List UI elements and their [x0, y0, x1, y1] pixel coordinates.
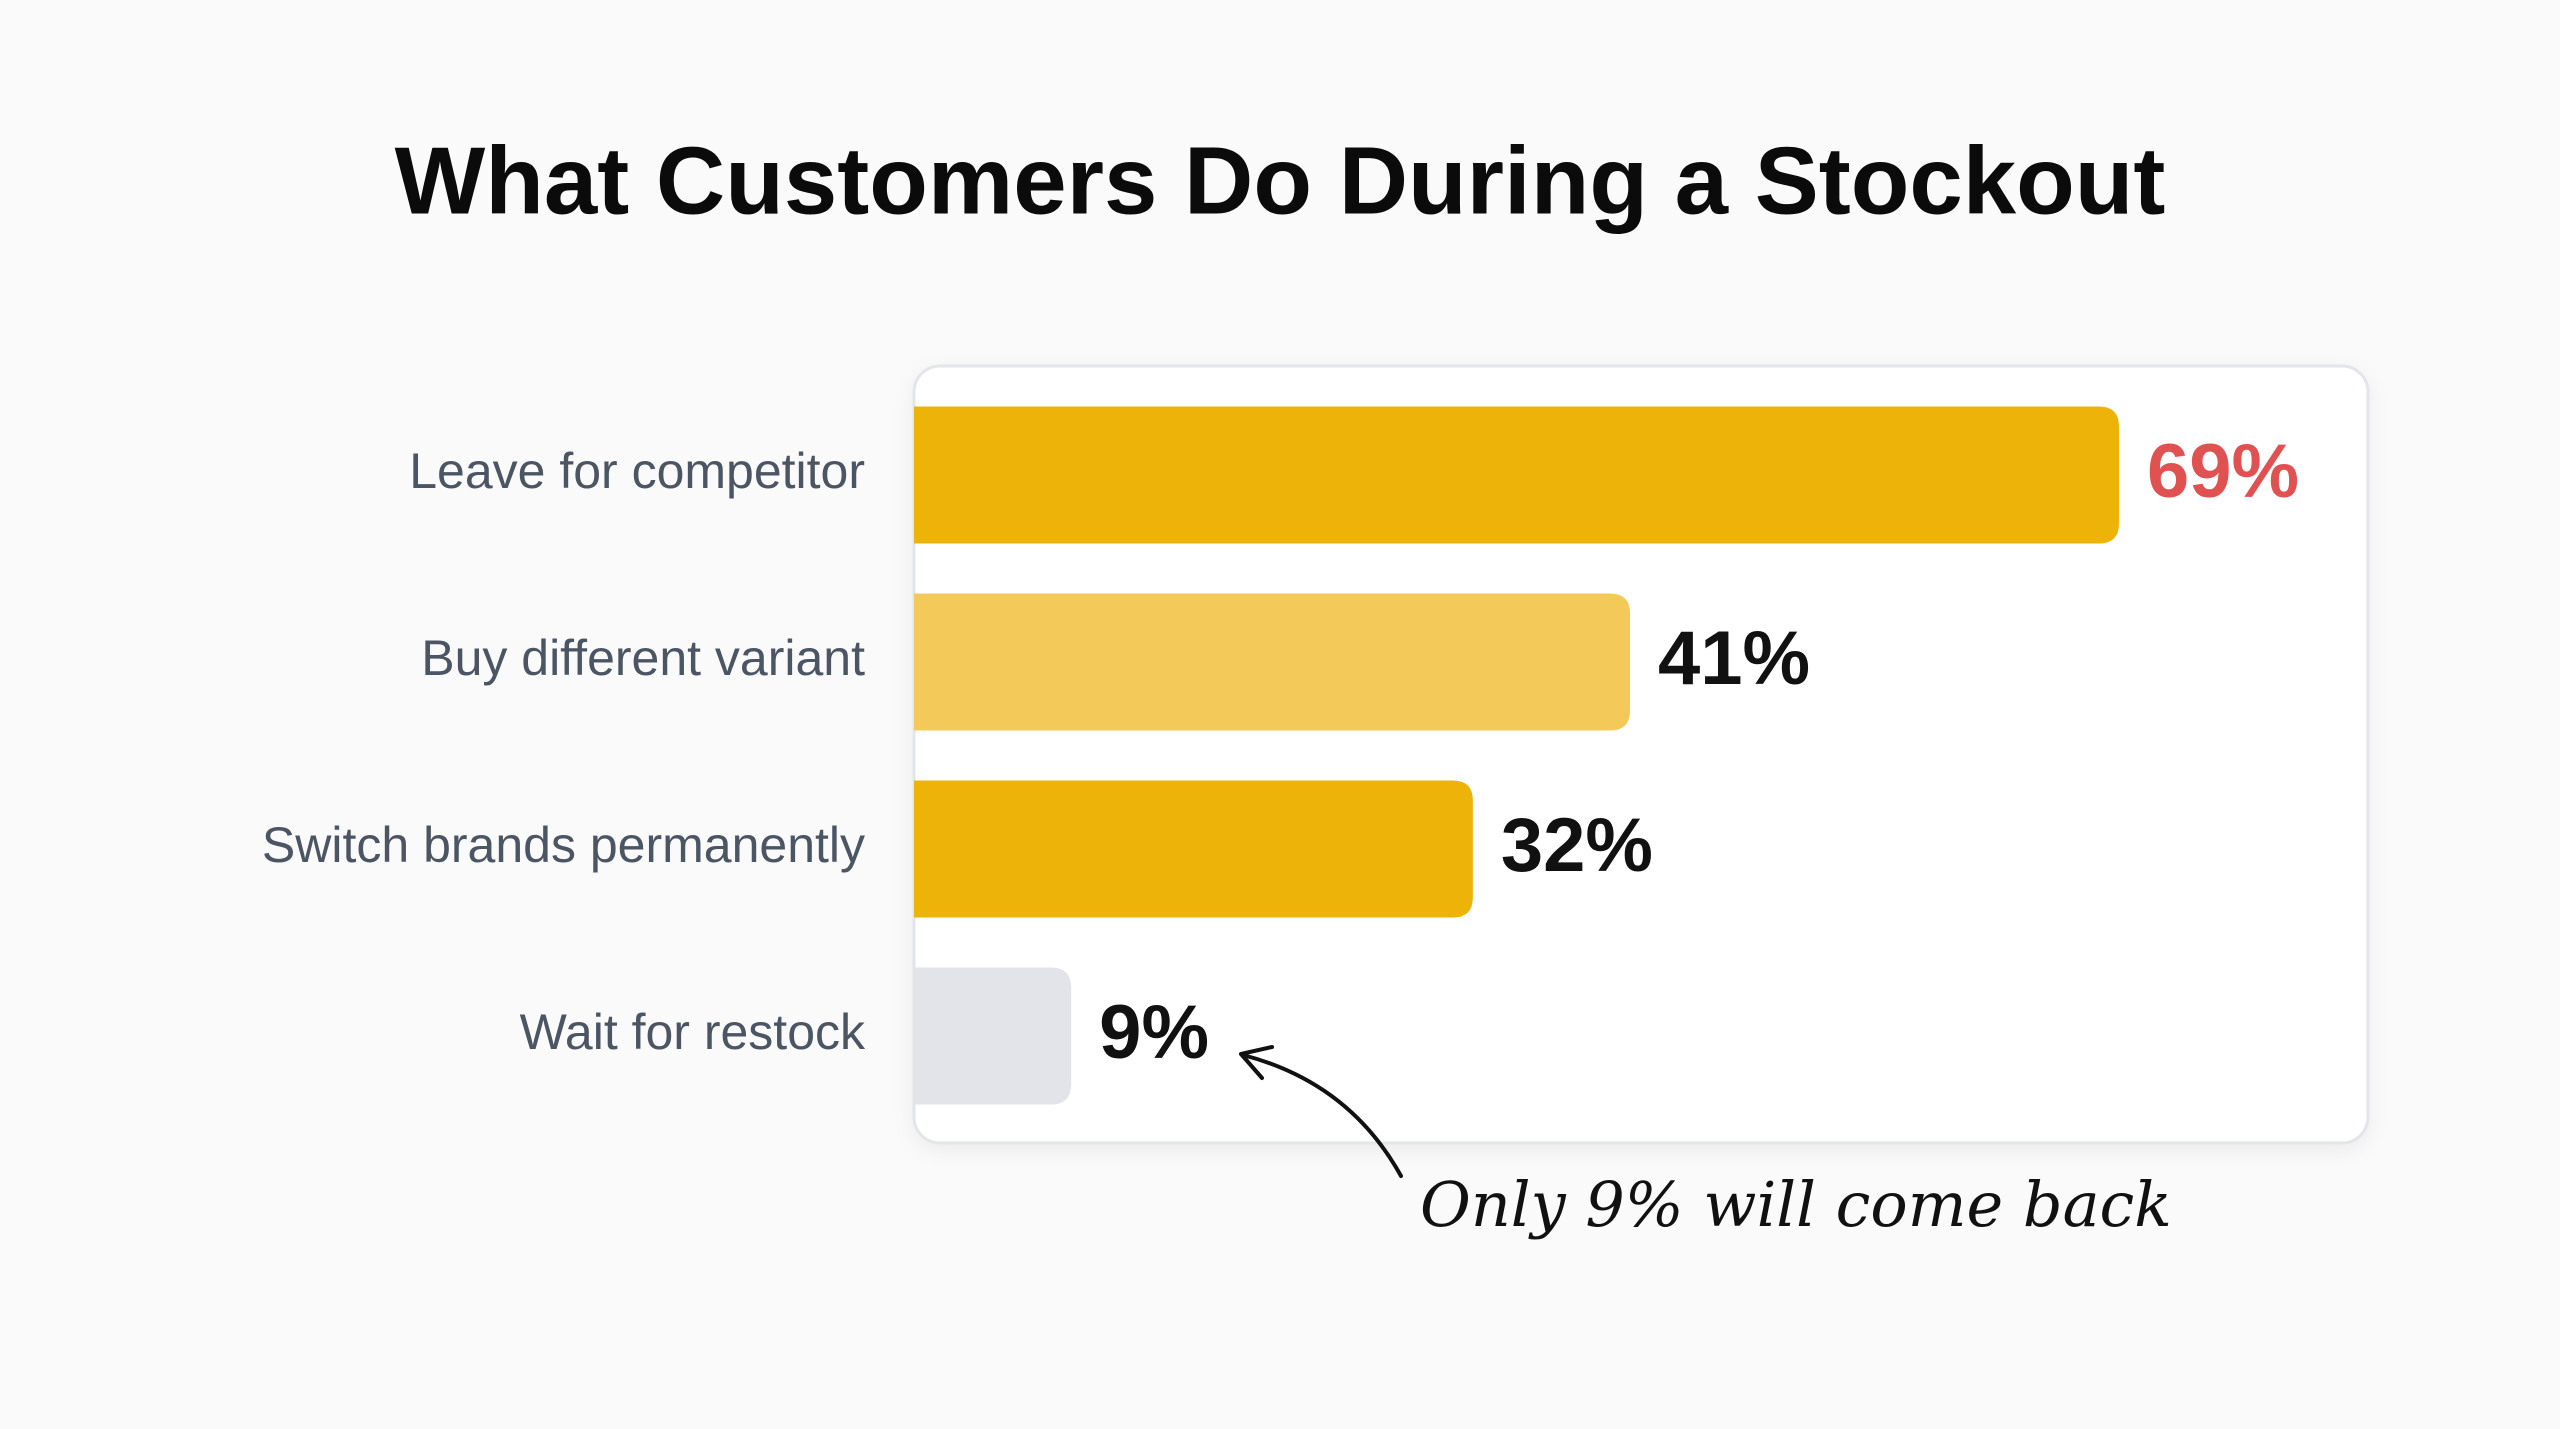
value-label: 9% — [1099, 990, 1209, 1075]
bars — [914, 406, 2119, 1105]
category-label: Wait for restock — [520, 1004, 866, 1060]
value-label: 69% — [2147, 429, 2299, 514]
annotation-arrow — [1241, 1053, 1403, 1178]
bar — [914, 967, 1072, 1105]
bar — [914, 780, 1473, 918]
chart-title: What Customers Do During a Stockout — [395, 127, 2166, 234]
bar — [914, 406, 2119, 544]
value-label: 41% — [1658, 616, 1810, 701]
bar — [914, 593, 1631, 731]
category-label: Buy different variant — [421, 630, 865, 686]
annotation: Only 9% will come back — [1420, 1168, 2172, 1241]
card — [912, 364, 2370, 1145]
arrow-head — [1239, 1045, 1274, 1080]
category-label: Leave for competitor — [409, 443, 865, 499]
value-label: 32% — [1501, 803, 1653, 888]
category-label: Switch brands permanently — [262, 817, 865, 873]
